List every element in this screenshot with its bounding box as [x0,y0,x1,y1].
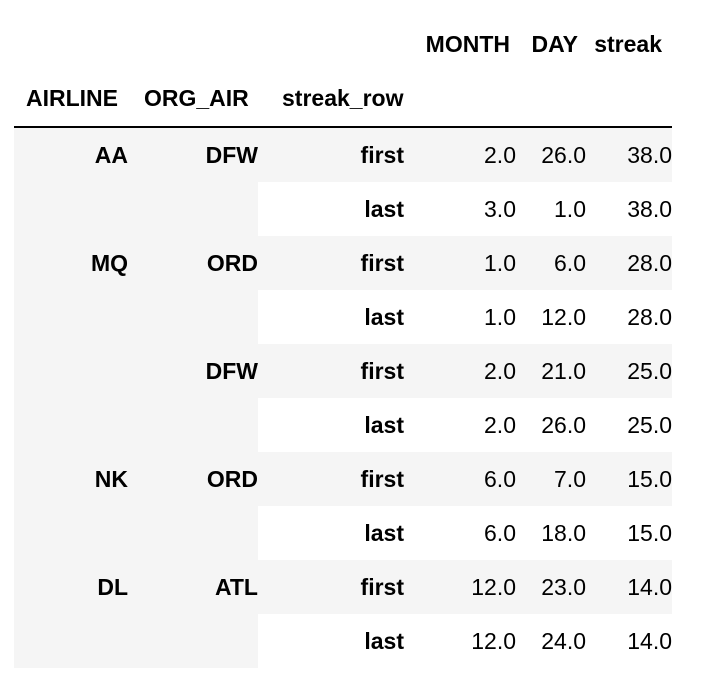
column-header-month: MONTH [425,30,510,57]
cell-day: 26.0 [516,398,586,452]
cell-month: 12.0 [404,560,516,614]
index-org-air [128,614,258,668]
table-row: DL ATL first 12.0 23.0 14.0 [14,560,672,614]
index-streak-row: first [258,236,404,290]
table-row: last 1.0 12.0 28.0 [14,290,672,344]
index-org-air: ORD [128,452,258,506]
cell-day: 7.0 [516,452,586,506]
index-name-airline: AIRLINE [26,84,118,111]
index-airline [14,290,128,344]
cell-day: 23.0 [516,560,586,614]
index-org-air [128,290,258,344]
cell-streak: 25.0 [586,398,672,452]
cell-day: 18.0 [516,506,586,560]
header-spacer [258,18,404,70]
cell-day: 26.0 [516,127,586,182]
index-streak-row: last [258,182,404,236]
cell-month: 2.0 [404,344,516,398]
index-org-air: ATL [128,560,258,614]
index-streak-row: last [258,506,404,560]
cell-day: 12.0 [516,290,586,344]
cell-streak: 38.0 [586,127,672,182]
cell-month: 2.0 [404,127,516,182]
header-spacer [516,70,586,127]
table-row: last 3.0 1.0 38.0 [14,182,672,236]
cell-day: 6.0 [516,236,586,290]
index-airline: NK [14,452,128,506]
index-streak-row: first [258,452,404,506]
index-airline: DL [14,560,128,614]
table-row: NK ORD first 6.0 7.0 15.0 [14,452,672,506]
table-row: DFW first 2.0 21.0 25.0 [14,344,672,398]
index-streak-row: last [258,290,404,344]
index-streak-row: last [258,614,404,668]
cell-month: 3.0 [404,182,516,236]
table-row: MQ ORD first 1.0 6.0 28.0 [14,236,672,290]
index-name-org-air: ORG_AIR [144,84,249,111]
cell-month: 6.0 [404,506,516,560]
header-spacer [14,18,128,70]
cell-streak: 28.0 [586,290,672,344]
index-airline: AA [14,127,128,182]
cell-month: 6.0 [404,452,516,506]
header-spacer [586,70,672,127]
index-org-air: DFW [128,127,258,182]
column-header-row: MONTH DAY streak [14,18,672,70]
index-streak-row: first [258,560,404,614]
index-org-air [128,398,258,452]
index-org-air: DFW [128,344,258,398]
cell-month: 1.0 [404,290,516,344]
index-name-row: AIRLINE ORG_AIR streak_row [14,70,672,127]
header-spacer [128,18,258,70]
column-header-streak: streak [594,30,662,57]
index-org-air: ORD [128,236,258,290]
index-streak-row: last [258,398,404,452]
cell-month: 2.0 [404,398,516,452]
cell-day: 24.0 [516,614,586,668]
index-airline [14,506,128,560]
column-header-day: DAY [531,30,578,57]
table-row: last 2.0 26.0 25.0 [14,398,672,452]
cell-streak: 28.0 [586,236,672,290]
dataframe-table: MONTH DAY streak AIRLINE ORG_AIR streak_… [14,18,672,668]
cell-month: 12.0 [404,614,516,668]
header-spacer [404,70,516,127]
index-airline: MQ [14,236,128,290]
index-streak-row: first [258,127,404,182]
index-airline [14,398,128,452]
cell-streak: 14.0 [586,614,672,668]
index-airline [14,182,128,236]
cell-day: 21.0 [516,344,586,398]
cell-month: 1.0 [404,236,516,290]
cell-streak: 38.0 [586,182,672,236]
index-org-air [128,182,258,236]
cell-streak: 25.0 [586,344,672,398]
index-name-streak-row: streak_row [282,84,404,111]
table-row: last 6.0 18.0 15.0 [14,506,672,560]
table-row: AA DFW first 2.0 26.0 38.0 [14,127,672,182]
table-row: last 12.0 24.0 14.0 [14,614,672,668]
index-airline [14,614,128,668]
cell-streak: 14.0 [586,560,672,614]
cell-streak: 15.0 [586,506,672,560]
cell-streak: 15.0 [586,452,672,506]
index-org-air [128,506,258,560]
cell-day: 1.0 [516,182,586,236]
index-streak-row: first [258,344,404,398]
index-airline [14,344,128,398]
